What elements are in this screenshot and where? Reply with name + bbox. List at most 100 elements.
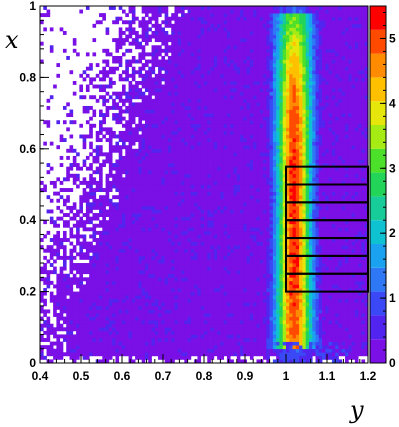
heat-cell (207, 195, 211, 200)
heat-cell (174, 334, 179, 339)
heat-cell (148, 241, 152, 246)
heat-cell (164, 227, 169, 232)
heat-cell (207, 273, 211, 278)
heat-cell (105, 248, 110, 253)
heat-cell (131, 113, 136, 118)
heat-cell (161, 245, 165, 250)
heat-cell (171, 302, 175, 307)
heat-cell (66, 352, 70, 357)
heat-cell (89, 291, 93, 296)
heat-cell (223, 202, 228, 207)
heat-cell (161, 6, 165, 10)
heat-cell (243, 202, 247, 207)
heat-cell (56, 284, 61, 289)
heat-cell (148, 205, 152, 210)
heat-cell (167, 166, 172, 171)
heat-cell (158, 73, 162, 78)
heat-cell (233, 241, 238, 246)
heat-cell (200, 205, 205, 210)
heat-cell (187, 155, 192, 160)
heat-cell (184, 234, 188, 239)
heat-cell (122, 130, 126, 135)
heat-cell (177, 105, 182, 110)
heat-cell (99, 230, 103, 235)
heat-cell (144, 316, 149, 321)
heat-cell (59, 273, 64, 278)
heat-cell (148, 323, 152, 328)
heat-cell (158, 159, 162, 164)
heat-cell (177, 277, 182, 282)
heat-cell (158, 59, 162, 64)
heat-cell (210, 70, 215, 75)
heat-cell (125, 230, 129, 235)
heat-cell (131, 195, 136, 200)
heat-cell (190, 80, 195, 85)
heat-cell (148, 173, 152, 178)
heat-cell (220, 209, 225, 214)
heat-cell (174, 91, 179, 96)
heat-cell (125, 163, 129, 167)
heat-cell (89, 348, 93, 353)
heat-cell (138, 316, 143, 321)
heat-cell (138, 302, 143, 307)
heat-cell (213, 155, 218, 160)
heat-cell (154, 177, 159, 182)
heat-cell (233, 55, 238, 60)
heat-cell (184, 327, 188, 332)
heat-cell (246, 198, 251, 203)
heat-cell (171, 166, 175, 171)
heat-cell (115, 166, 120, 171)
heat-cell (95, 327, 100, 332)
heat-cell (187, 213, 192, 217)
heat-cell (89, 295, 93, 300)
heat-cell (59, 27, 64, 32)
heat-cell (207, 116, 211, 121)
heat-cell (184, 27, 188, 32)
heat-cell (204, 302, 208, 307)
heat-cell (76, 284, 80, 289)
heat-cell (112, 6, 116, 10)
heat-cell (246, 159, 251, 164)
heat-cell (236, 38, 241, 43)
heat-cell (40, 316, 44, 321)
heat-cell (154, 52, 159, 57)
heat-cell (92, 266, 97, 271)
heat-cell (240, 84, 244, 89)
heat-cell (122, 52, 126, 57)
heat-cell (233, 177, 238, 182)
heat-cell (158, 338, 162, 342)
heat-cell (236, 130, 241, 135)
heat-cell (135, 152, 139, 157)
heat-cell (141, 327, 146, 332)
heat-cell (217, 323, 221, 328)
heat-cell (184, 291, 188, 296)
heat-cell (243, 52, 247, 57)
heat-cell (243, 309, 247, 314)
heat-cell (135, 170, 139, 175)
heat-cell (102, 252, 106, 257)
heat-cell (223, 159, 228, 164)
heat-cell (204, 202, 208, 207)
heat-cell (240, 45, 244, 50)
heat-cell (144, 348, 149, 353)
heat-cell (187, 148, 192, 153)
heat-cell (240, 280, 244, 285)
heat-cell (95, 255, 100, 260)
heat-cell (148, 277, 152, 282)
heat-cell (118, 273, 123, 278)
heat-cell (72, 298, 77, 303)
heat-cell (171, 159, 175, 164)
heat-cell (167, 291, 172, 296)
heat-cell (102, 127, 106, 132)
heat-cell (138, 73, 143, 78)
heat-cell (204, 213, 208, 217)
heat-cell (223, 245, 228, 250)
heat-cell (204, 80, 208, 85)
heat-cell (223, 105, 228, 110)
heat-cell (95, 245, 100, 250)
heat-cell (125, 91, 129, 96)
heat-cell (213, 48, 218, 53)
heat-cell (167, 280, 172, 285)
heat-cell (122, 330, 126, 335)
heat-cell (174, 9, 179, 14)
